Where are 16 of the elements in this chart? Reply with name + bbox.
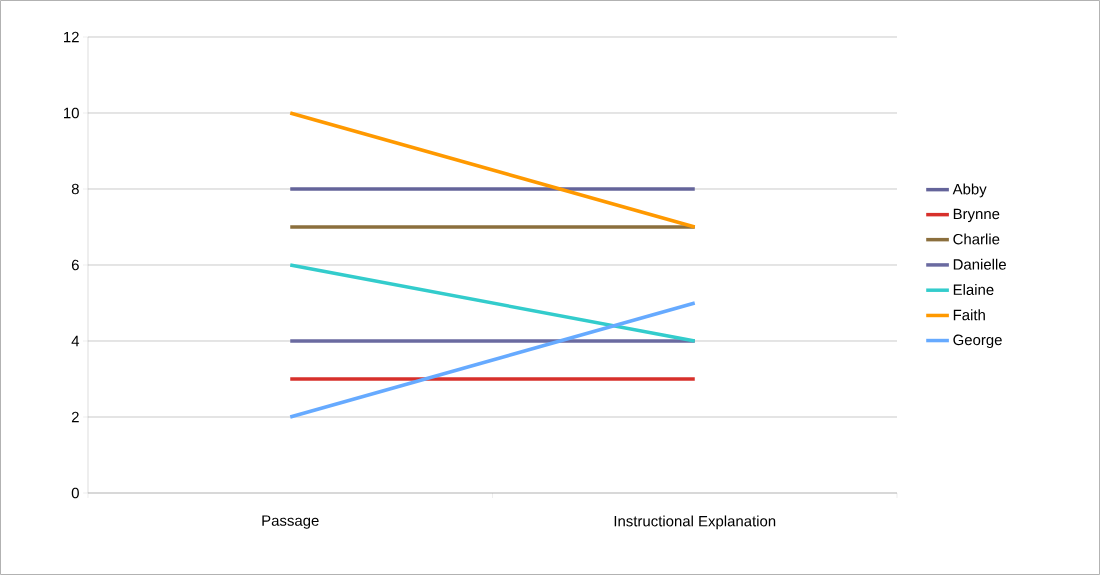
y-tick-label: 8 (71, 183, 79, 195)
legend-label: Brynne (953, 208, 1000, 223)
legend-label: Danielle (953, 258, 1006, 270)
y-tick-label: 10 (64, 107, 79, 119)
legend-label: Elaine (953, 284, 994, 295)
legend-label: George (953, 334, 1002, 349)
y-tick-label: 0 (71, 487, 79, 499)
y-tick-label: 4 (71, 335, 80, 347)
legend-label: Faith (953, 309, 985, 321)
y-tick-label: 6 (71, 259, 79, 271)
x-tick-label: Passage (262, 515, 319, 529)
y-tick-label: 12 (64, 31, 79, 43)
y-tick-label: 2 (71, 411, 79, 423)
legend-label: Abby (952, 183, 987, 198)
x-tick-label: Instructional Explanation (614, 515, 776, 530)
legend-label: Charlie (953, 233, 1000, 245)
